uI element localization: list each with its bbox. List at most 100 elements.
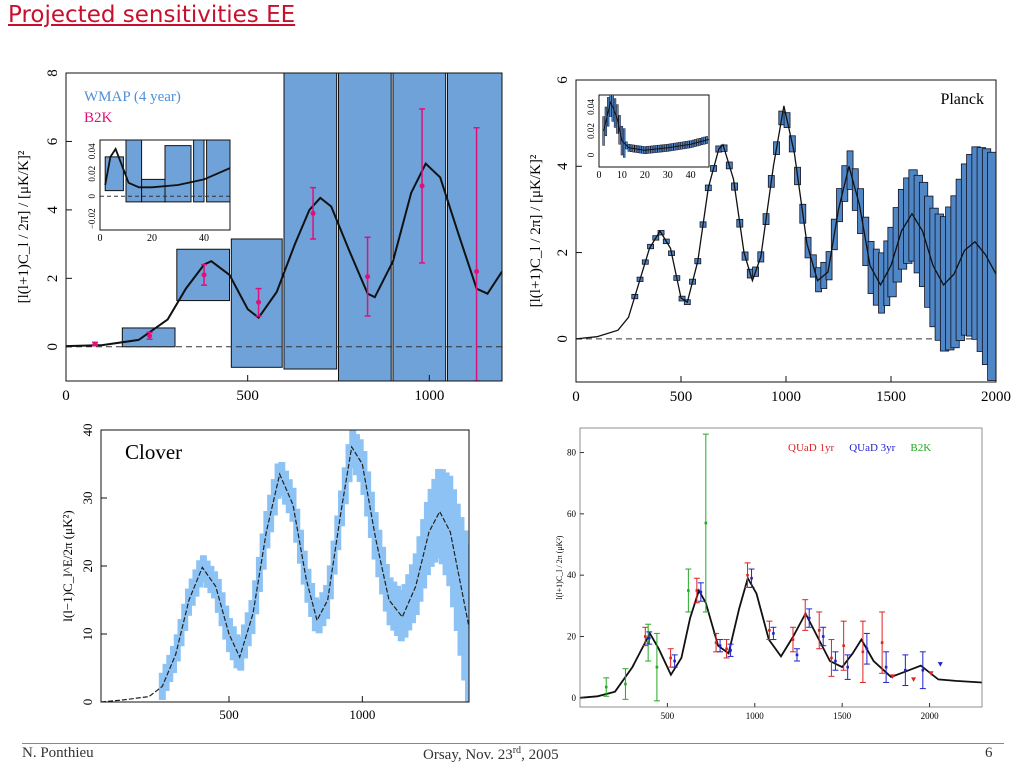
legend-entry: QUaD 1yr [788, 442, 834, 454]
y-axis-label: [l(l+1)C_l / 2π] / [μK/K]² [528, 154, 544, 307]
clover-error-band [394, 585, 402, 636]
quad1yr-point [643, 635, 647, 638]
legend-entry: B2K [910, 442, 931, 454]
clover-error-band [226, 618, 234, 653]
inset-y-tick-label: −0.02 [87, 208, 97, 229]
quad1yr-point [725, 647, 728, 651]
quad3yr-point [772, 632, 775, 635]
b2k-point [604, 685, 608, 689]
quad1yr-point [768, 629, 771, 632]
model-curve [101, 445, 469, 702]
x-tick-label: 1000 [771, 389, 801, 405]
clover-error-band [278, 462, 286, 497]
quad1yr-point [695, 589, 699, 592]
y-tick-label: 8 [45, 69, 61, 77]
quad1yr-upper-limit [890, 674, 896, 679]
y-tick-label: 0 [555, 335, 571, 343]
clover-title: Clover [125, 440, 182, 464]
quad1yr-upper-limit [928, 671, 934, 676]
clover-error-band [461, 530, 469, 681]
quad1yr-point [746, 573, 749, 577]
footer-venue-end: , 2005 [521, 747, 559, 763]
footer-author: N. Ponthieu [22, 745, 94, 761]
inset-y-tick-label: 0.04 [87, 143, 97, 159]
clover-error-band [296, 529, 304, 564]
clover-error-band [438, 469, 446, 565]
quad3yr-point [865, 647, 869, 651]
slide-title: Projected sensitivities EE [8, 2, 296, 28]
y-tick-label: 40 [567, 570, 577, 580]
y-axis-label: l(l−1)C_l^E/2π (μK²) [60, 510, 75, 621]
inset-frame [99, 139, 231, 231]
clover-error-band [184, 588, 192, 616]
x-tick-label: 500 [661, 711, 675, 721]
quad1yr-upper-limit [911, 677, 917, 682]
b2k-point [256, 299, 262, 305]
clover-error-band [390, 581, 398, 631]
model-curve [66, 162, 502, 348]
clover-error-band [308, 583, 316, 617]
clover-error-band [300, 550, 308, 585]
plot-area [66, 73, 502, 381]
inset-x-tick-label: 40 [686, 170, 696, 181]
inset-y-tick-label: 0.02 [586, 123, 596, 139]
plot-area [101, 430, 469, 702]
inset-x-tick-label: 20 [640, 170, 650, 181]
inset-y-tick-label: 0 [586, 152, 596, 157]
clover-error-band [311, 597, 319, 632]
plot-frame [579, 427, 983, 708]
plot-frame [65, 72, 503, 382]
inset-x-tick-label: 30 [663, 170, 673, 181]
y-tick-label: 0 [45, 343, 61, 351]
x-tick-label: 500 [236, 388, 259, 404]
inset-x-tick-label: 20 [147, 233, 157, 244]
inset-model-curve [104, 147, 230, 189]
quad1yr-point [830, 656, 833, 660]
b2k-point [419, 183, 425, 189]
x-tick-label: 500 [219, 707, 239, 722]
y-tick-label: 6 [555, 76, 571, 84]
inset-wmap-box [125, 140, 143, 203]
footer-venue-main: Orsay, Nov. 23 [423, 747, 513, 763]
clover-error-band [345, 444, 353, 483]
clover-error-band [464, 543, 469, 702]
inset-x-tick-label: 40 [199, 233, 209, 244]
inset-y-tick-label: 0.02 [87, 166, 97, 182]
x-tick-label: 1000 [746, 711, 765, 721]
clover-chart-svg: 500 1000 0 10 20 30 40 l(l−1)C_l^E/2π (μK²) Clov… [60, 424, 470, 722]
b2k-point [147, 333, 153, 339]
inset-model-curve [603, 100, 709, 151]
y-tick-label: 10 [80, 628, 95, 641]
y-tick-label: 20 [80, 560, 95, 573]
quad3yr-point [729, 648, 732, 652]
b2k-point [474, 268, 480, 274]
clover-error-band [237, 636, 245, 671]
x-tick-label: 2000 [921, 711, 940, 721]
y-tick-label: 20 [567, 631, 577, 641]
x-tick-label: 1500 [876, 389, 906, 405]
wmap-b2k-chart: 0 500 1000 0 2 4 6 8 [l(l+1)C_l / 2π] / [μK/K]² W… [0, 55, 520, 410]
inset-wmap-box [141, 178, 166, 203]
quad1yr-point [842, 644, 845, 647]
b2k-point [201, 272, 207, 278]
footer-venue: Orsay, Nov. 23rd, 2005 [423, 745, 559, 764]
quad3yr-point [647, 636, 651, 640]
quad1yr-point [880, 641, 884, 644]
model-curve [580, 575, 982, 699]
inset-error-box [602, 116, 605, 146]
wmap-error-box [283, 73, 338, 370]
inset-y-tick-label: 0 [87, 194, 97, 199]
x-tick-label: 2000 [981, 389, 1011, 405]
quad1yr-point [669, 656, 672, 660]
clover-error-band [401, 584, 409, 638]
quad3yr-point [699, 590, 703, 594]
quad1yr-point [803, 613, 807, 617]
y-tick-label: 40 [80, 424, 95, 437]
x-tick-label: 1000 [349, 707, 375, 722]
planck-chart: 0 500 1000 1500 2000 0 2 4 6 [l(l+1)C_l / 2π] / [… [520, 55, 1024, 410]
b2k-point [646, 641, 650, 644]
y-tick-label: 30 [80, 492, 95, 505]
b2k-point [92, 341, 98, 347]
legend-entry: QUaD 3yr [849, 442, 895, 454]
